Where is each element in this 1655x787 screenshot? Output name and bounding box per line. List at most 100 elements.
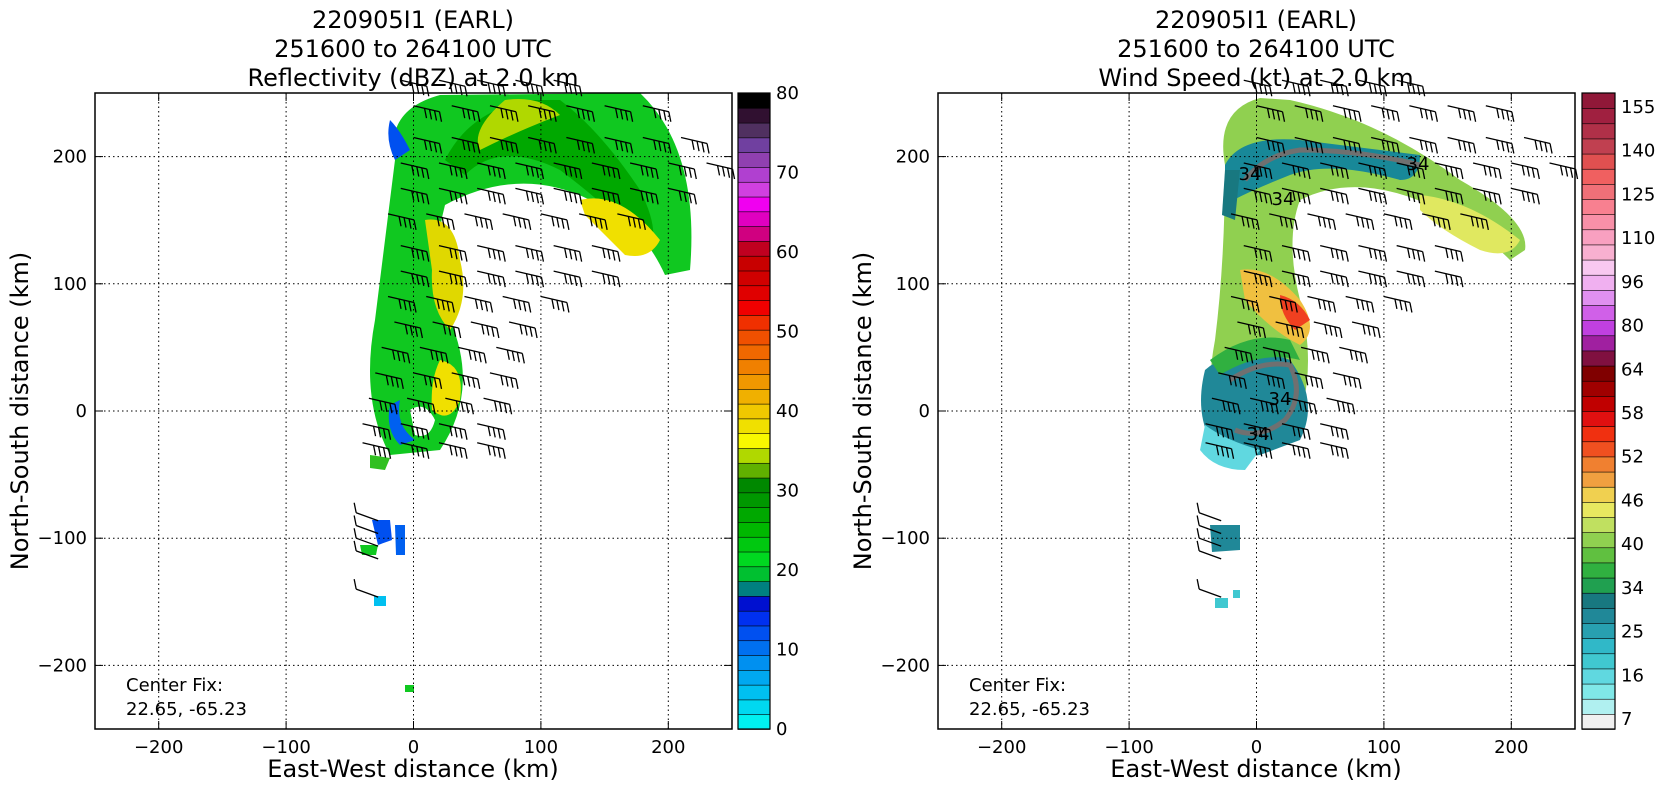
wind-region-teal-w: [1222, 170, 1240, 220]
colorbar-segment: [1581, 107, 1616, 125]
x-tick-label: 200: [1494, 737, 1528, 758]
wind-barb: [1434, 187, 1464, 205]
wind-barb: [591, 187, 621, 205]
colorbar-segment: [737, 418, 771, 434]
wind-barb: [1396, 162, 1426, 180]
wind-barb: [1281, 245, 1311, 262]
colorbar-segment: [737, 107, 771, 124]
wind-barb: [642, 105, 672, 122]
center-fix-value: 22.65, -65.23: [126, 699, 247, 720]
colorbar-segment: [1581, 456, 1616, 473]
wind-barb: [353, 528, 379, 547]
wind-barb: [489, 136, 519, 154]
wind-barb: [387, 213, 417, 230]
wind-barb: [1396, 187, 1426, 205]
colorbar-segment: [737, 566, 771, 582]
wind-barb: [438, 270, 468, 288]
wind-barb: [1396, 270, 1426, 288]
colorbar-segment: [737, 639, 771, 656]
wind-barb: [1523, 136, 1553, 154]
wind-barb: [1281, 442, 1311, 459]
wind-barb: [553, 187, 583, 205]
wind-barb: [426, 213, 455, 230]
colorbar-segment: [1581, 259, 1616, 276]
wind-barb: [528, 105, 557, 122]
wind-barb: [1196, 502, 1222, 522]
colorbar-segment: [737, 521, 771, 538]
wind-barb: [1294, 372, 1324, 389]
wind-barb: [1256, 372, 1286, 389]
colorbar-tick-label: 110: [1621, 228, 1655, 249]
wind-barb: [419, 346, 449, 364]
wind-barb: [1511, 162, 1540, 180]
y-tick-label: −200: [881, 655, 930, 676]
wind-barb: [1421, 213, 1451, 230]
y-axis-label: North-South distance (km): [6, 252, 34, 571]
colorbar-segment: [737, 314, 771, 331]
wind-barb: [1434, 162, 1464, 180]
x-axis-label: East-West distance (km): [1110, 755, 1401, 783]
wind-barb: [1447, 105, 1477, 122]
colorbar-segment: [1581, 138, 1616, 155]
echo-weak-blue-eyewall: [388, 400, 415, 445]
wind-barb: [1358, 79, 1388, 97]
wind-barb: [1300, 346, 1330, 364]
wind-region-red: [1280, 295, 1310, 330]
center-fix-label: Center Fix:: [969, 675, 1066, 696]
x-tick-label: 0: [1251, 737, 1262, 758]
wind-barb: [642, 136, 672, 154]
wind-barb: [566, 136, 596, 154]
wind-barb: [464, 295, 494, 313]
wind-barb: [1351, 321, 1381, 339]
wind-barb: [604, 136, 634, 154]
colorbar-segment: [737, 625, 771, 642]
colorbar-segment: [737, 240, 771, 257]
y-tick-label: 200: [53, 147, 87, 168]
panel-reflectivity: 220905I1 (EARL) 251600 to 264100 UTC Ref…: [6, 6, 799, 783]
colorbar-segment: [1581, 228, 1616, 246]
wind-barb: [1230, 213, 1260, 230]
wind-barb: [496, 346, 525, 364]
colorbar-segment: [737, 699, 771, 716]
wind-barb: [629, 187, 659, 205]
wind-barb: [1288, 397, 1317, 415]
colorbar-tick-label: 155: [1621, 97, 1655, 118]
colorbar-segment: [737, 551, 771, 568]
wind-barb: [400, 245, 430, 262]
colorbar-segment: [737, 373, 771, 390]
wind-barb: [540, 213, 570, 230]
wind-barb: [680, 136, 710, 154]
colorbar-segment: [737, 477, 771, 494]
echo-scatter-2: [395, 525, 405, 555]
colorbar-tick-label: 52: [1621, 447, 1644, 468]
colorbar-frame: [1581, 92, 1616, 730]
wind-barbs: [1196, 79, 1579, 598]
colorbar-frame: [737, 92, 771, 730]
echo-scatter-4: [374, 596, 386, 606]
colorbar-segment: [1581, 168, 1616, 185]
contour-34kt-north: [1243, 147, 1421, 182]
wind-barb: [1243, 270, 1273, 288]
y-tick-label: 0: [919, 401, 930, 422]
wind-barb: [457, 346, 487, 364]
wind-barb: [1294, 105, 1324, 122]
colorbar-segment: [1581, 304, 1616, 321]
wind-barb: [438, 423, 468, 440]
wind-barb: [1358, 245, 1388, 262]
wind-barb: [502, 213, 532, 230]
wind-barb: [1409, 105, 1439, 122]
wind-barb: [477, 187, 506, 205]
colorbar-segment: [1581, 350, 1616, 367]
wind-barb: [1307, 213, 1337, 230]
wind-barb: [1472, 187, 1502, 205]
x-tick-label: 200: [651, 737, 685, 758]
colorbar-segment: [737, 92, 771, 109]
wind-barb: [1434, 270, 1464, 288]
wind-barb: [1243, 187, 1273, 205]
colorbar-tick-label: 30: [776, 481, 799, 502]
colorbar-segment: [1581, 622, 1616, 639]
wind-barb: [477, 270, 506, 288]
wind-barb: [1256, 105, 1286, 122]
wind-barb: [1332, 105, 1362, 122]
